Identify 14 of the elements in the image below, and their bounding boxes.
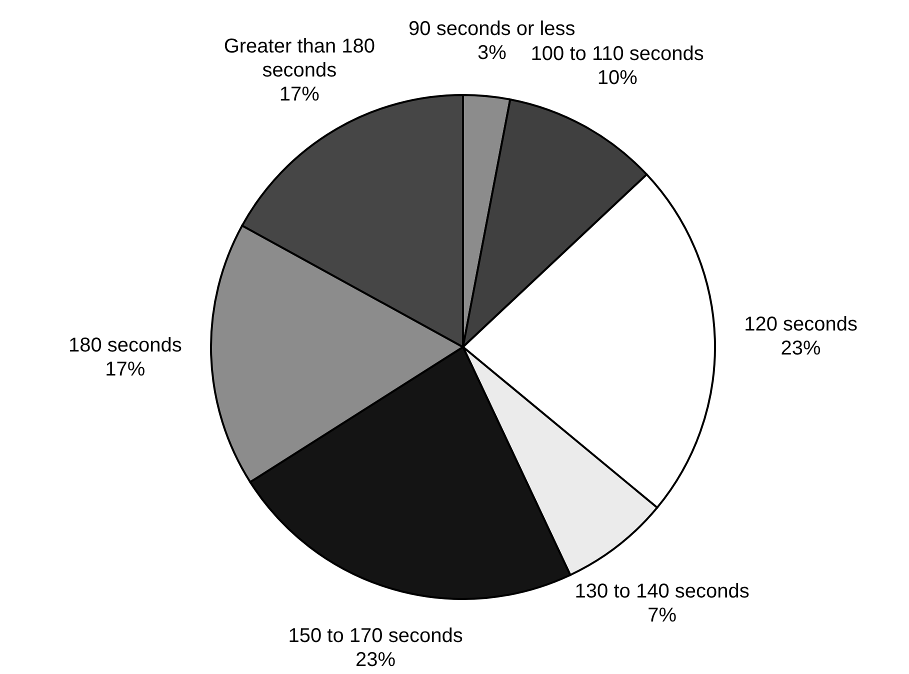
data-label: 23% [780,337,822,360]
slice-label: 120 seconds [744,313,858,336]
slice-label: Greater than 180 seconds [224,35,376,82]
slice-label: 130 to 140 seconds [574,580,750,603]
slice-label: 100 to 110 seconds [530,43,704,66]
data-label: 7% [648,604,677,627]
data-label: 17% [279,83,320,106]
data-label: 10% [597,67,638,90]
slice-label: 90 seconds or less [408,18,576,40]
data-label: 3% [477,42,507,64]
data-label: 17% [105,358,146,381]
data-label: 23% [356,649,396,672]
slice-label: 180 seconds [68,334,182,357]
slice-label: 150 to 170 seconds [288,625,463,648]
